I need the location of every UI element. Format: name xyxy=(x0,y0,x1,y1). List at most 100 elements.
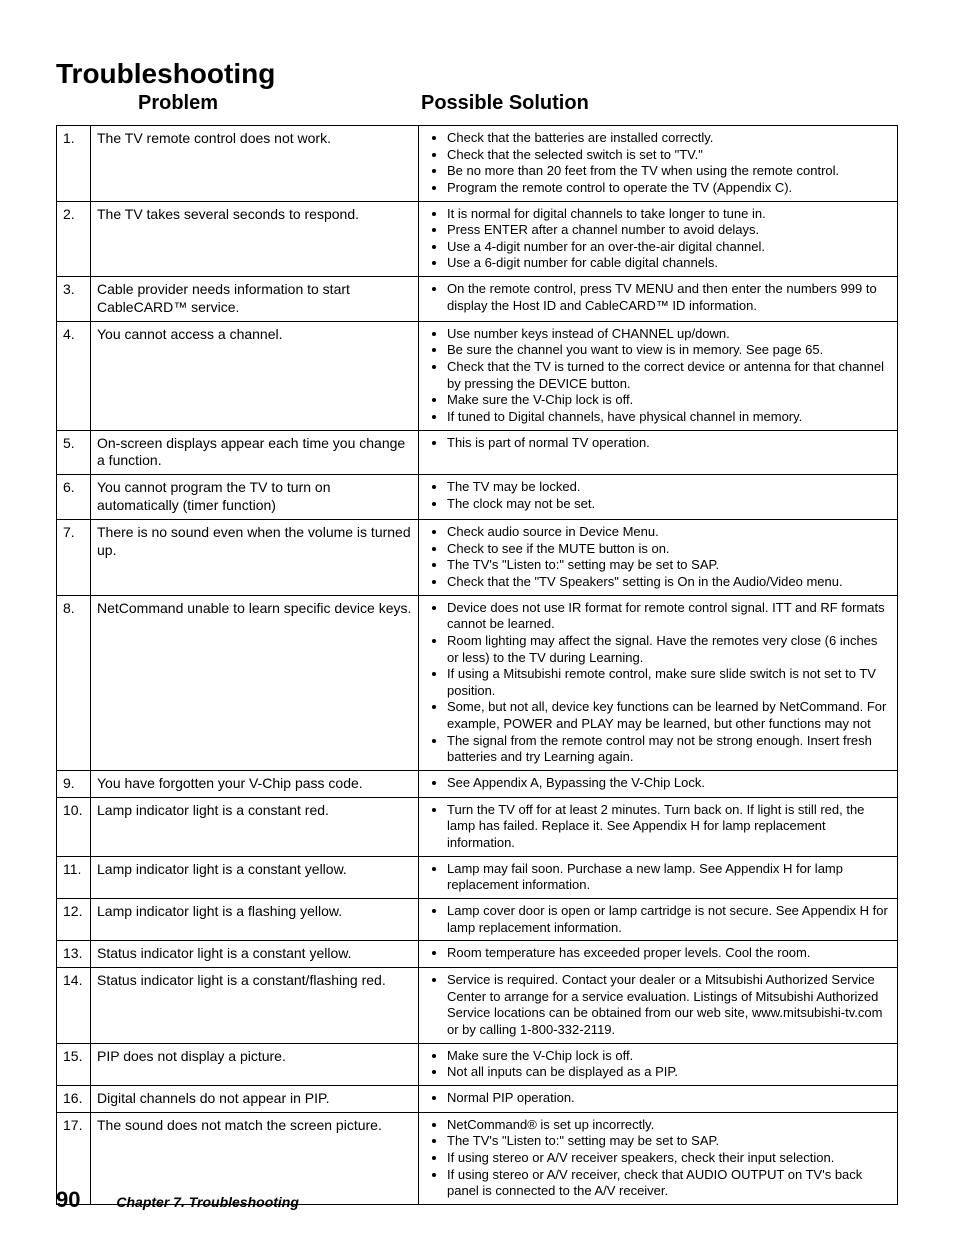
solution-list: Use number keys instead of CHANNEL up/do… xyxy=(425,326,891,426)
problem-text: Status indicator light is a constant yel… xyxy=(91,941,419,968)
solution-cell: It is normal for digital channels to tak… xyxy=(419,201,898,277)
solution-item: Use a 6-digit number for cable digital c… xyxy=(447,255,891,272)
solution-list: Check audio source in Device Menu.Check … xyxy=(425,524,891,591)
table-row: 10.Lamp indicator light is a constant re… xyxy=(57,797,898,856)
solution-item: Use number keys instead of CHANNEL up/do… xyxy=(447,326,891,343)
solution-cell: See Appendix A, Bypassing the V-Chip Loc… xyxy=(419,770,898,797)
problem-text: Lamp indicator light is a flashing yello… xyxy=(91,898,419,940)
row-number: 6. xyxy=(57,475,91,520)
table-row: 8.NetCommand unable to learn specific de… xyxy=(57,595,898,770)
solution-list: On the remote control, press TV MENU and… xyxy=(425,281,891,314)
table-row: 5.On-screen displays appear each time yo… xyxy=(57,430,898,475)
column-heading-solution: Possible Solution xyxy=(421,92,589,115)
solution-item: Check to see if the MUTE button is on. xyxy=(447,541,891,558)
solution-item: NetCommand® is set up incorrectly. xyxy=(447,1117,891,1134)
solution-item: Use a 4-digit number for an over-the-air… xyxy=(447,239,891,256)
problem-text: The TV takes several seconds to respond. xyxy=(91,201,419,277)
solution-cell: Service is required. Contact your dealer… xyxy=(419,968,898,1044)
solution-item: Make sure the V-Chip lock is off. xyxy=(447,392,891,409)
table-row: 9.You have forgotten your V-Chip pass co… xyxy=(57,770,898,797)
solution-cell: Turn the TV off for at least 2 minutes. … xyxy=(419,797,898,856)
table-row: 6.You cannot program the TV to turn on a… xyxy=(57,475,898,520)
solution-item: If using stereo or A/V receiver speakers… xyxy=(447,1150,891,1167)
solution-item: Not all inputs can be displayed as a PIP… xyxy=(447,1064,891,1081)
column-heading-problem: Problem xyxy=(56,92,421,115)
solution-list: Normal PIP operation. xyxy=(425,1090,891,1107)
page-title: Troubleshooting xyxy=(56,58,898,90)
solution-item: The signal from the remote control may n… xyxy=(447,733,891,766)
row-number: 5. xyxy=(57,430,91,475)
solution-cell: NetCommand® is set up incorrectly.The TV… xyxy=(419,1112,898,1204)
solution-item: Device does not use IR format for remote… xyxy=(447,600,891,633)
solution-item: Normal PIP operation. xyxy=(447,1090,891,1107)
problem-text: You cannot program the TV to turn on aut… xyxy=(91,475,419,520)
solution-cell: This is part of normal TV operation. xyxy=(419,430,898,475)
problem-text: Lamp indicator light is a constant red. xyxy=(91,797,419,856)
row-number: 15. xyxy=(57,1043,91,1085)
row-number: 16. xyxy=(57,1085,91,1112)
solution-cell: Check that the batteries are installed c… xyxy=(419,126,898,202)
table-row: 16.Digital channels do not appear in PIP… xyxy=(57,1085,898,1112)
problem-text: You have forgotten your V-Chip pass code… xyxy=(91,770,419,797)
row-number: 14. xyxy=(57,968,91,1044)
solution-item: Lamp may fail soon. Purchase a new lamp.… xyxy=(447,861,891,894)
solution-list: Service is required. Contact your dealer… xyxy=(425,972,891,1039)
problem-text: PIP does not display a picture. xyxy=(91,1043,419,1085)
table-row: 7.There is no sound even when the volume… xyxy=(57,520,898,596)
solution-cell: Use number keys instead of CHANNEL up/do… xyxy=(419,321,898,430)
table-row: 11.Lamp indicator light is a constant ye… xyxy=(57,856,898,898)
solution-list: Room temperature has exceeded proper lev… xyxy=(425,945,891,962)
row-number: 9. xyxy=(57,770,91,797)
solution-item: If tuned to Digital channels, have physi… xyxy=(447,409,891,426)
solution-item: If using a Mitsubishi remote control, ma… xyxy=(447,666,891,699)
row-number: 7. xyxy=(57,520,91,596)
problem-text: Cable provider needs information to star… xyxy=(91,277,419,322)
table-row: 14.Status indicator light is a constant/… xyxy=(57,968,898,1044)
solution-item: The TV may be locked. xyxy=(447,479,891,496)
page: Troubleshooting Problem Possible Solutio… xyxy=(0,0,954,1235)
row-number: 3. xyxy=(57,277,91,322)
solution-item: Lamp cover door is open or lamp cartridg… xyxy=(447,903,891,936)
solution-item: Make sure the V-Chip lock is off. xyxy=(447,1048,891,1065)
page-footer: 90 Chapter 7. Troubleshooting xyxy=(56,1187,299,1213)
solution-item: Be sure the channel you want to view is … xyxy=(447,342,891,359)
row-number: 13. xyxy=(57,941,91,968)
table-row: 2.The TV takes several seconds to respon… xyxy=(57,201,898,277)
solution-item: Program the remote control to operate th… xyxy=(447,180,891,197)
problem-text: On-screen displays appear each time you … xyxy=(91,430,419,475)
chapter-label: Chapter 7. Troubleshooting xyxy=(116,1194,299,1210)
solution-list: Turn the TV off for at least 2 minutes. … xyxy=(425,802,891,852)
problem-text: The TV remote control does not work. xyxy=(91,126,419,202)
column-headings: Problem Possible Solution xyxy=(56,92,898,115)
solution-item: Check that the batteries are installed c… xyxy=(447,130,891,147)
row-number: 4. xyxy=(57,321,91,430)
solution-cell: Check audio source in Device Menu.Check … xyxy=(419,520,898,596)
page-number: 90 xyxy=(56,1187,80,1212)
solution-list: See Appendix A, Bypassing the V-Chip Loc… xyxy=(425,775,891,792)
solution-cell: Lamp may fail soon. Purchase a new lamp.… xyxy=(419,856,898,898)
row-number: 1. xyxy=(57,126,91,202)
solution-list: Check that the batteries are installed c… xyxy=(425,130,891,197)
solution-cell: The TV may be locked.The clock may not b… xyxy=(419,475,898,520)
solution-cell: Device does not use IR format for remote… xyxy=(419,595,898,770)
solution-cell: Room temperature has exceeded proper lev… xyxy=(419,941,898,968)
solution-item: The clock may not be set. xyxy=(447,496,891,513)
problem-text: You cannot access a channel. xyxy=(91,321,419,430)
solution-item: Check that the "TV Speakers" setting is … xyxy=(447,574,891,591)
solution-list: Device does not use IR format for remote… xyxy=(425,600,891,766)
solution-list: Lamp may fail soon. Purchase a new lamp.… xyxy=(425,861,891,894)
row-number: 11. xyxy=(57,856,91,898)
solution-item: The TV's "Listen to:" setting may be set… xyxy=(447,1133,891,1150)
problem-text: Lamp indicator light is a constant yello… xyxy=(91,856,419,898)
problem-text: Status indicator light is a constant/fla… xyxy=(91,968,419,1044)
solution-item: Check that the selected switch is set to… xyxy=(447,147,891,164)
solution-cell: Normal PIP operation. xyxy=(419,1085,898,1112)
solution-item: Check that the TV is turned to the corre… xyxy=(447,359,891,392)
table-row: 4.You cannot access a channel. Use number… xyxy=(57,321,898,430)
solution-list: This is part of normal TV operation. xyxy=(425,435,891,452)
solution-item: This is part of normal TV operation. xyxy=(447,435,891,452)
problem-text: NetCommand unable to learn specific devi… xyxy=(91,595,419,770)
row-number: 2. xyxy=(57,201,91,277)
solution-item: Room temperature has exceeded proper lev… xyxy=(447,945,891,962)
solution-cell: On the remote control, press TV MENU and… xyxy=(419,277,898,322)
